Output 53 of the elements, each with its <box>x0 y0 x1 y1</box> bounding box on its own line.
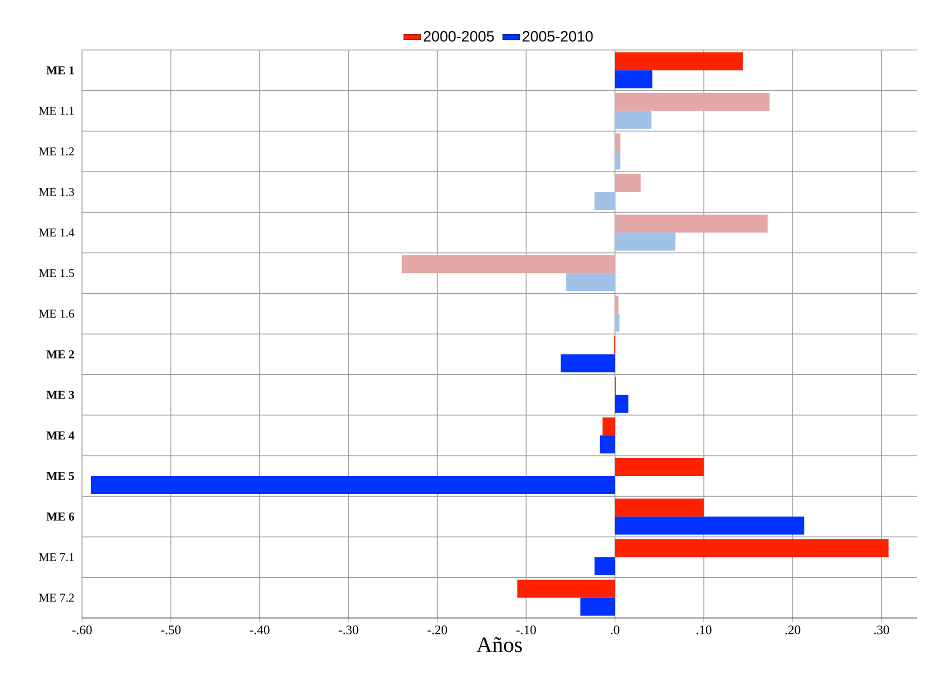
bar <box>614 314 620 332</box>
y-tick-label: ME 1.1 <box>38 106 74 115</box>
bar <box>614 92 770 111</box>
x-tick-label: .0 <box>610 626 620 634</box>
y-tick-label: ME 2 <box>46 350 74 358</box>
y-tick-label: ME 1.2 <box>38 147 74 156</box>
bar <box>600 435 615 454</box>
x-tick-label: -.50 <box>161 626 181 634</box>
bar <box>614 151 620 170</box>
bar <box>594 192 615 210</box>
bar <box>614 133 620 152</box>
bar <box>560 354 615 372</box>
x-tick-label: -.30 <box>338 626 358 634</box>
y-tick-label: ME 1 <box>46 66 74 74</box>
legend-label: 2005-2010 <box>522 31 593 42</box>
x-tick-label: .10 <box>696 626 712 634</box>
bar <box>614 516 804 535</box>
bar <box>602 417 615 436</box>
bar <box>614 296 619 314</box>
y-tick-label: ME 1.5 <box>38 269 74 278</box>
bar <box>90 476 615 494</box>
x-tick-label: .30 <box>874 626 890 634</box>
x-axis-title: Años <box>476 637 522 652</box>
bar <box>614 214 768 233</box>
x-tick-label: -.10 <box>516 626 536 634</box>
bar <box>614 110 652 129</box>
bar <box>614 174 641 192</box>
bar <box>614 498 704 517</box>
y-tick-label: ME 1.3 <box>38 188 74 196</box>
legend-label: 2000-2005 <box>424 31 494 42</box>
y-tick-label: ME 7.1 <box>38 553 74 562</box>
bar <box>594 557 615 576</box>
y-tick-label: ME 1.4 <box>38 228 74 237</box>
y-tick-label: ME 1.6 <box>38 310 74 318</box>
y-tick-label: ME 4 <box>46 431 74 440</box>
bar <box>614 232 676 251</box>
x-tick-label: -.20 <box>428 626 448 634</box>
bar <box>566 273 615 292</box>
bar <box>614 394 628 413</box>
y-tick-label: ME 5 <box>46 472 74 480</box>
y-tick-label: ME 7.2 <box>38 594 74 602</box>
bar <box>517 580 615 598</box>
bar <box>614 458 704 476</box>
y-tick-label: ME 6 <box>46 512 74 521</box>
bar <box>402 255 615 274</box>
y-tick-label: ME 3 <box>46 390 74 399</box>
x-tick-label: -.40 <box>250 626 270 634</box>
bar <box>614 52 743 70</box>
bar <box>614 539 889 558</box>
bar <box>614 70 652 88</box>
bar <box>580 598 615 616</box>
x-tick-label: .20 <box>785 626 800 634</box>
x-tick-label: -.60 <box>72 626 92 634</box>
